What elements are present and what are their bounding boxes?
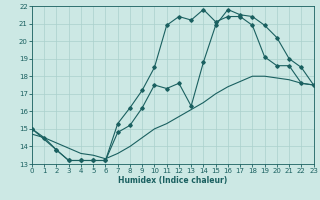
X-axis label: Humidex (Indice chaleur): Humidex (Indice chaleur) bbox=[118, 176, 228, 185]
